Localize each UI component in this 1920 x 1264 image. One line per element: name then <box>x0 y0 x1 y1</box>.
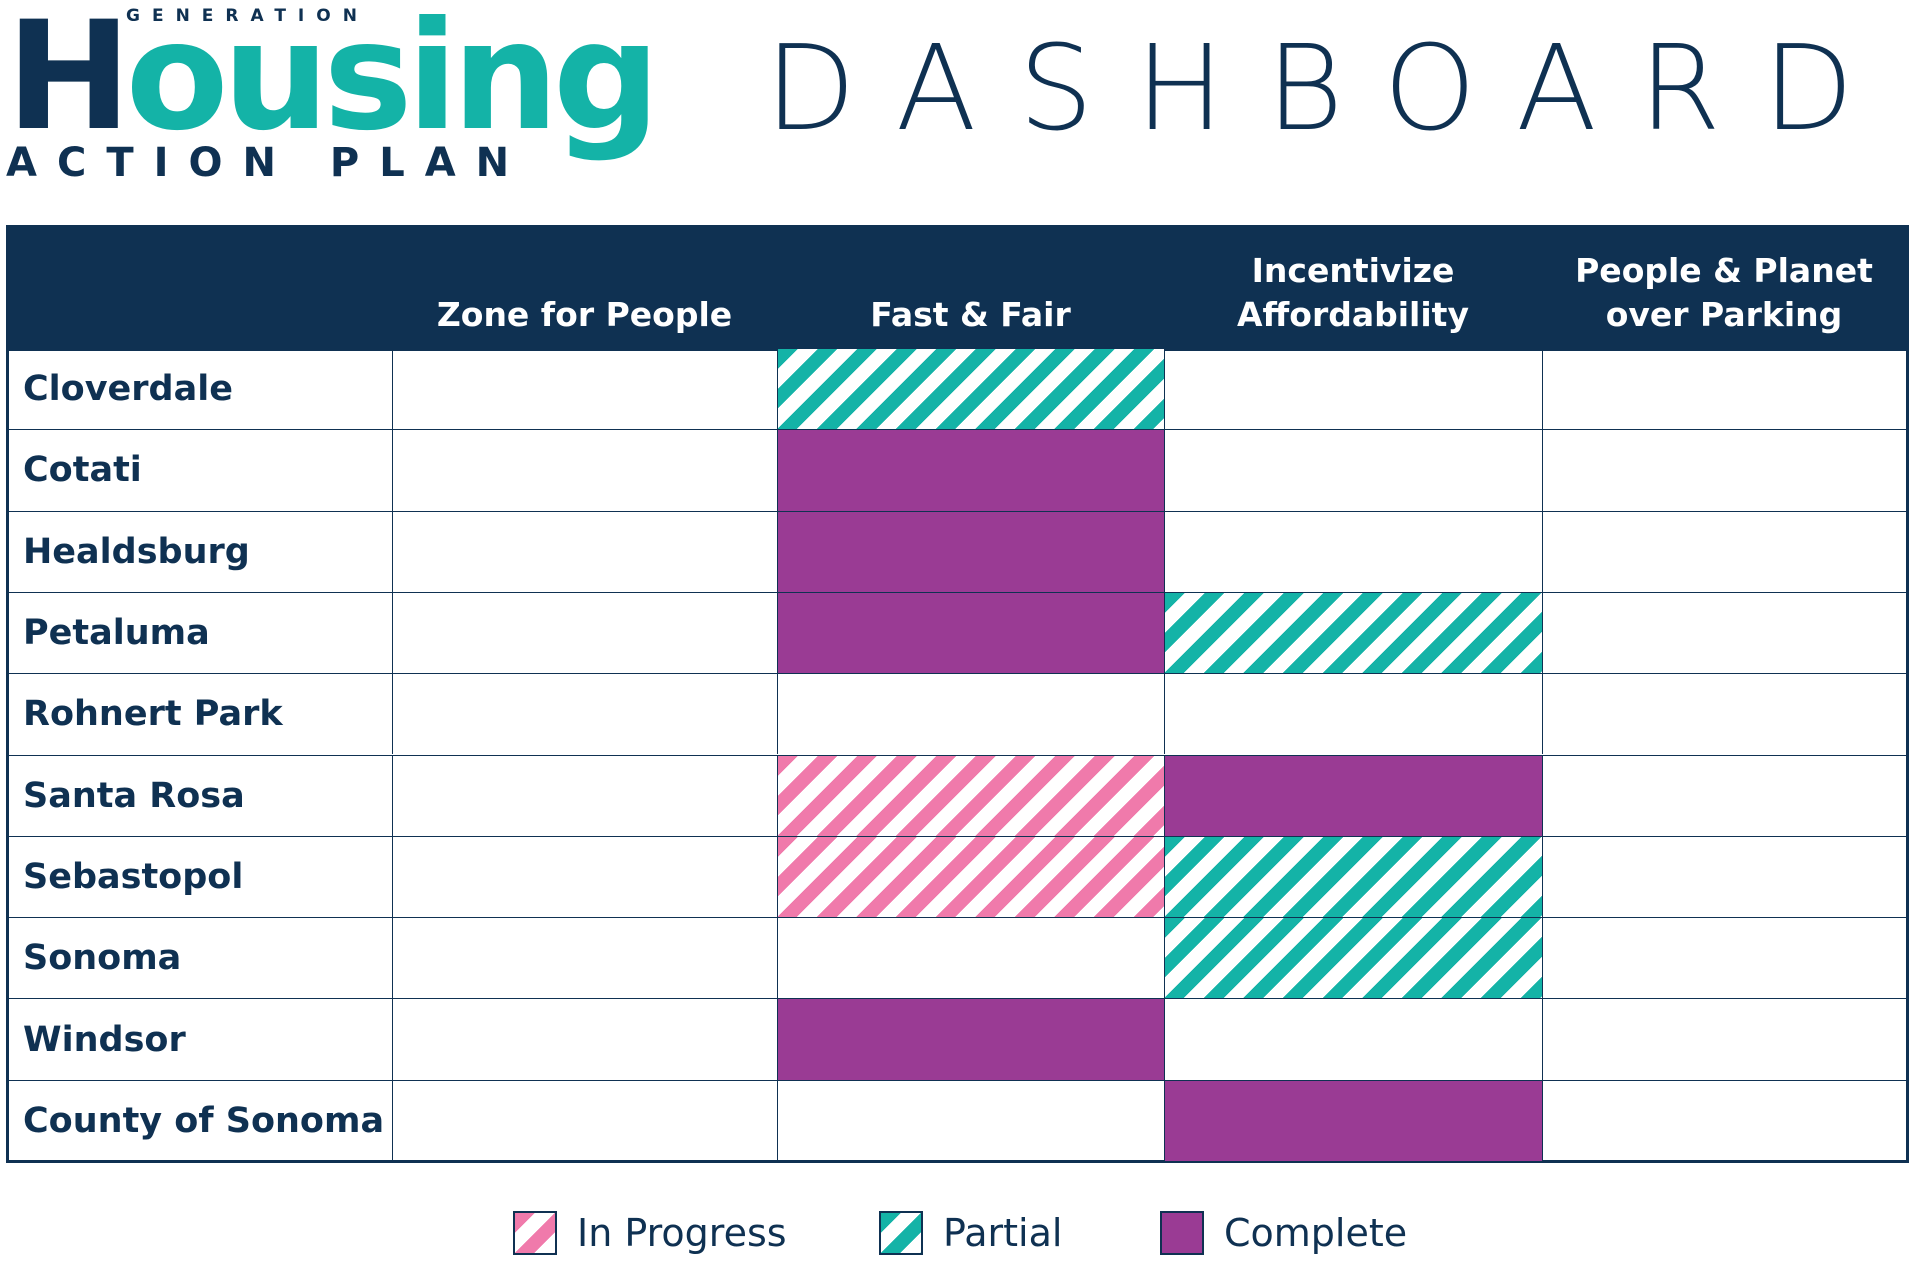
status-table: Zone for People Fast & Fair Incentivize Af… <box>6 225 1909 1163</box>
status-cell <box>1164 511 1542 592</box>
row-name: Sonoma <box>23 938 182 979</box>
status-cell <box>777 592 1164 674</box>
table-row: Windsor <box>9 998 1906 1080</box>
table-row: Cloverdale <box>9 348 1906 430</box>
status-cell <box>392 999 777 1080</box>
status-cell <box>1164 674 1542 755</box>
column-header: Fast & Fair <box>870 295 1071 334</box>
logo: Housing GENERATION ACTION PLAN <box>6 0 666 190</box>
status-cell <box>392 918 777 999</box>
row-name: Sebastopol <box>23 856 244 897</box>
status-cell <box>1542 755 1906 836</box>
row-name: Rohnert Park <box>23 694 283 735</box>
status-cell <box>777 511 1164 592</box>
legend-item: Complete <box>1160 1210 1407 1256</box>
status-cell <box>1164 430 1542 511</box>
status-cell <box>1542 430 1906 511</box>
table-row: Healdsburg <box>9 510 1906 592</box>
status-cell <box>777 755 1164 836</box>
legend-label: Complete <box>1224 1211 1408 1255</box>
legend-label: Partial <box>943 1211 1063 1255</box>
status-cell <box>392 592 777 674</box>
logo-bottom: ACTION PLAN <box>6 140 530 186</box>
status-cell <box>1164 1080 1542 1161</box>
column-header: Zone for People <box>436 295 733 334</box>
status-cell <box>1164 755 1542 836</box>
status-cell <box>1164 918 1542 999</box>
status-cell <box>1542 918 1906 999</box>
row-name: Cloverdale <box>23 369 233 410</box>
status-cell <box>1542 999 1906 1080</box>
status-cell <box>777 349 1164 430</box>
legend-item: Partial <box>879 1210 1062 1256</box>
legend-swatch <box>1160 1211 1204 1255</box>
status-cell <box>777 918 1164 999</box>
status-cell <box>1542 511 1906 592</box>
legend-swatch <box>513 1211 557 1255</box>
logo-top: GENERATION <box>126 6 369 26</box>
row-name: Healdsburg <box>23 531 250 572</box>
status-cell <box>1164 592 1542 674</box>
row-name: County of Sonoma <box>23 1100 385 1141</box>
status-cell <box>1542 592 1906 674</box>
status-cell <box>392 349 777 430</box>
table-row: County of Sonoma <box>9 1079 1906 1161</box>
status-cell <box>392 836 777 918</box>
status-cell <box>1164 836 1542 918</box>
table-row: Santa Rosa <box>9 754 1906 836</box>
status-cell <box>1542 349 1906 430</box>
status-cell <box>777 430 1164 511</box>
table-row: Sonoma <box>9 917 1906 999</box>
status-cell <box>392 674 777 755</box>
status-cell <box>392 1080 777 1161</box>
status-cell <box>1164 349 1542 430</box>
column-header: People & Planet over Parking <box>1575 251 1873 334</box>
table-row: Rohnert Park <box>9 673 1906 755</box>
legend-label: In Progress <box>577 1211 787 1255</box>
row-name: Cotati <box>23 450 142 491</box>
status-cell <box>1164 999 1542 1080</box>
status-cell <box>777 836 1164 918</box>
status-cell <box>777 999 1164 1080</box>
status-cell <box>1542 1080 1906 1161</box>
status-cell <box>392 511 777 592</box>
status-cell <box>777 674 1164 755</box>
logo-main: Housing <box>6 0 660 164</box>
dashboard-title: DASHBOARD <box>765 19 1896 157</box>
table-row: Petaluma <box>9 591 1906 674</box>
row-name: Santa Rosa <box>23 775 245 816</box>
status-cell <box>392 755 777 836</box>
table-row: Cotati <box>9 429 1906 511</box>
row-name: Windsor <box>23 1019 186 1060</box>
table-header: Zone for People Fast & Fair Incentivize Af… <box>9 228 1906 351</box>
column-header: Incentivize Affordability <box>1237 251 1469 334</box>
status-cell <box>1542 836 1906 918</box>
status-cell <box>777 1080 1164 1161</box>
status-cell <box>1542 674 1906 755</box>
legend-item: In Progress <box>513 1210 787 1256</box>
row-name: Petaluma <box>23 613 210 654</box>
table-row: Sebastopol <box>9 835 1906 918</box>
legend-swatch <box>879 1211 923 1255</box>
status-cell <box>392 430 777 511</box>
